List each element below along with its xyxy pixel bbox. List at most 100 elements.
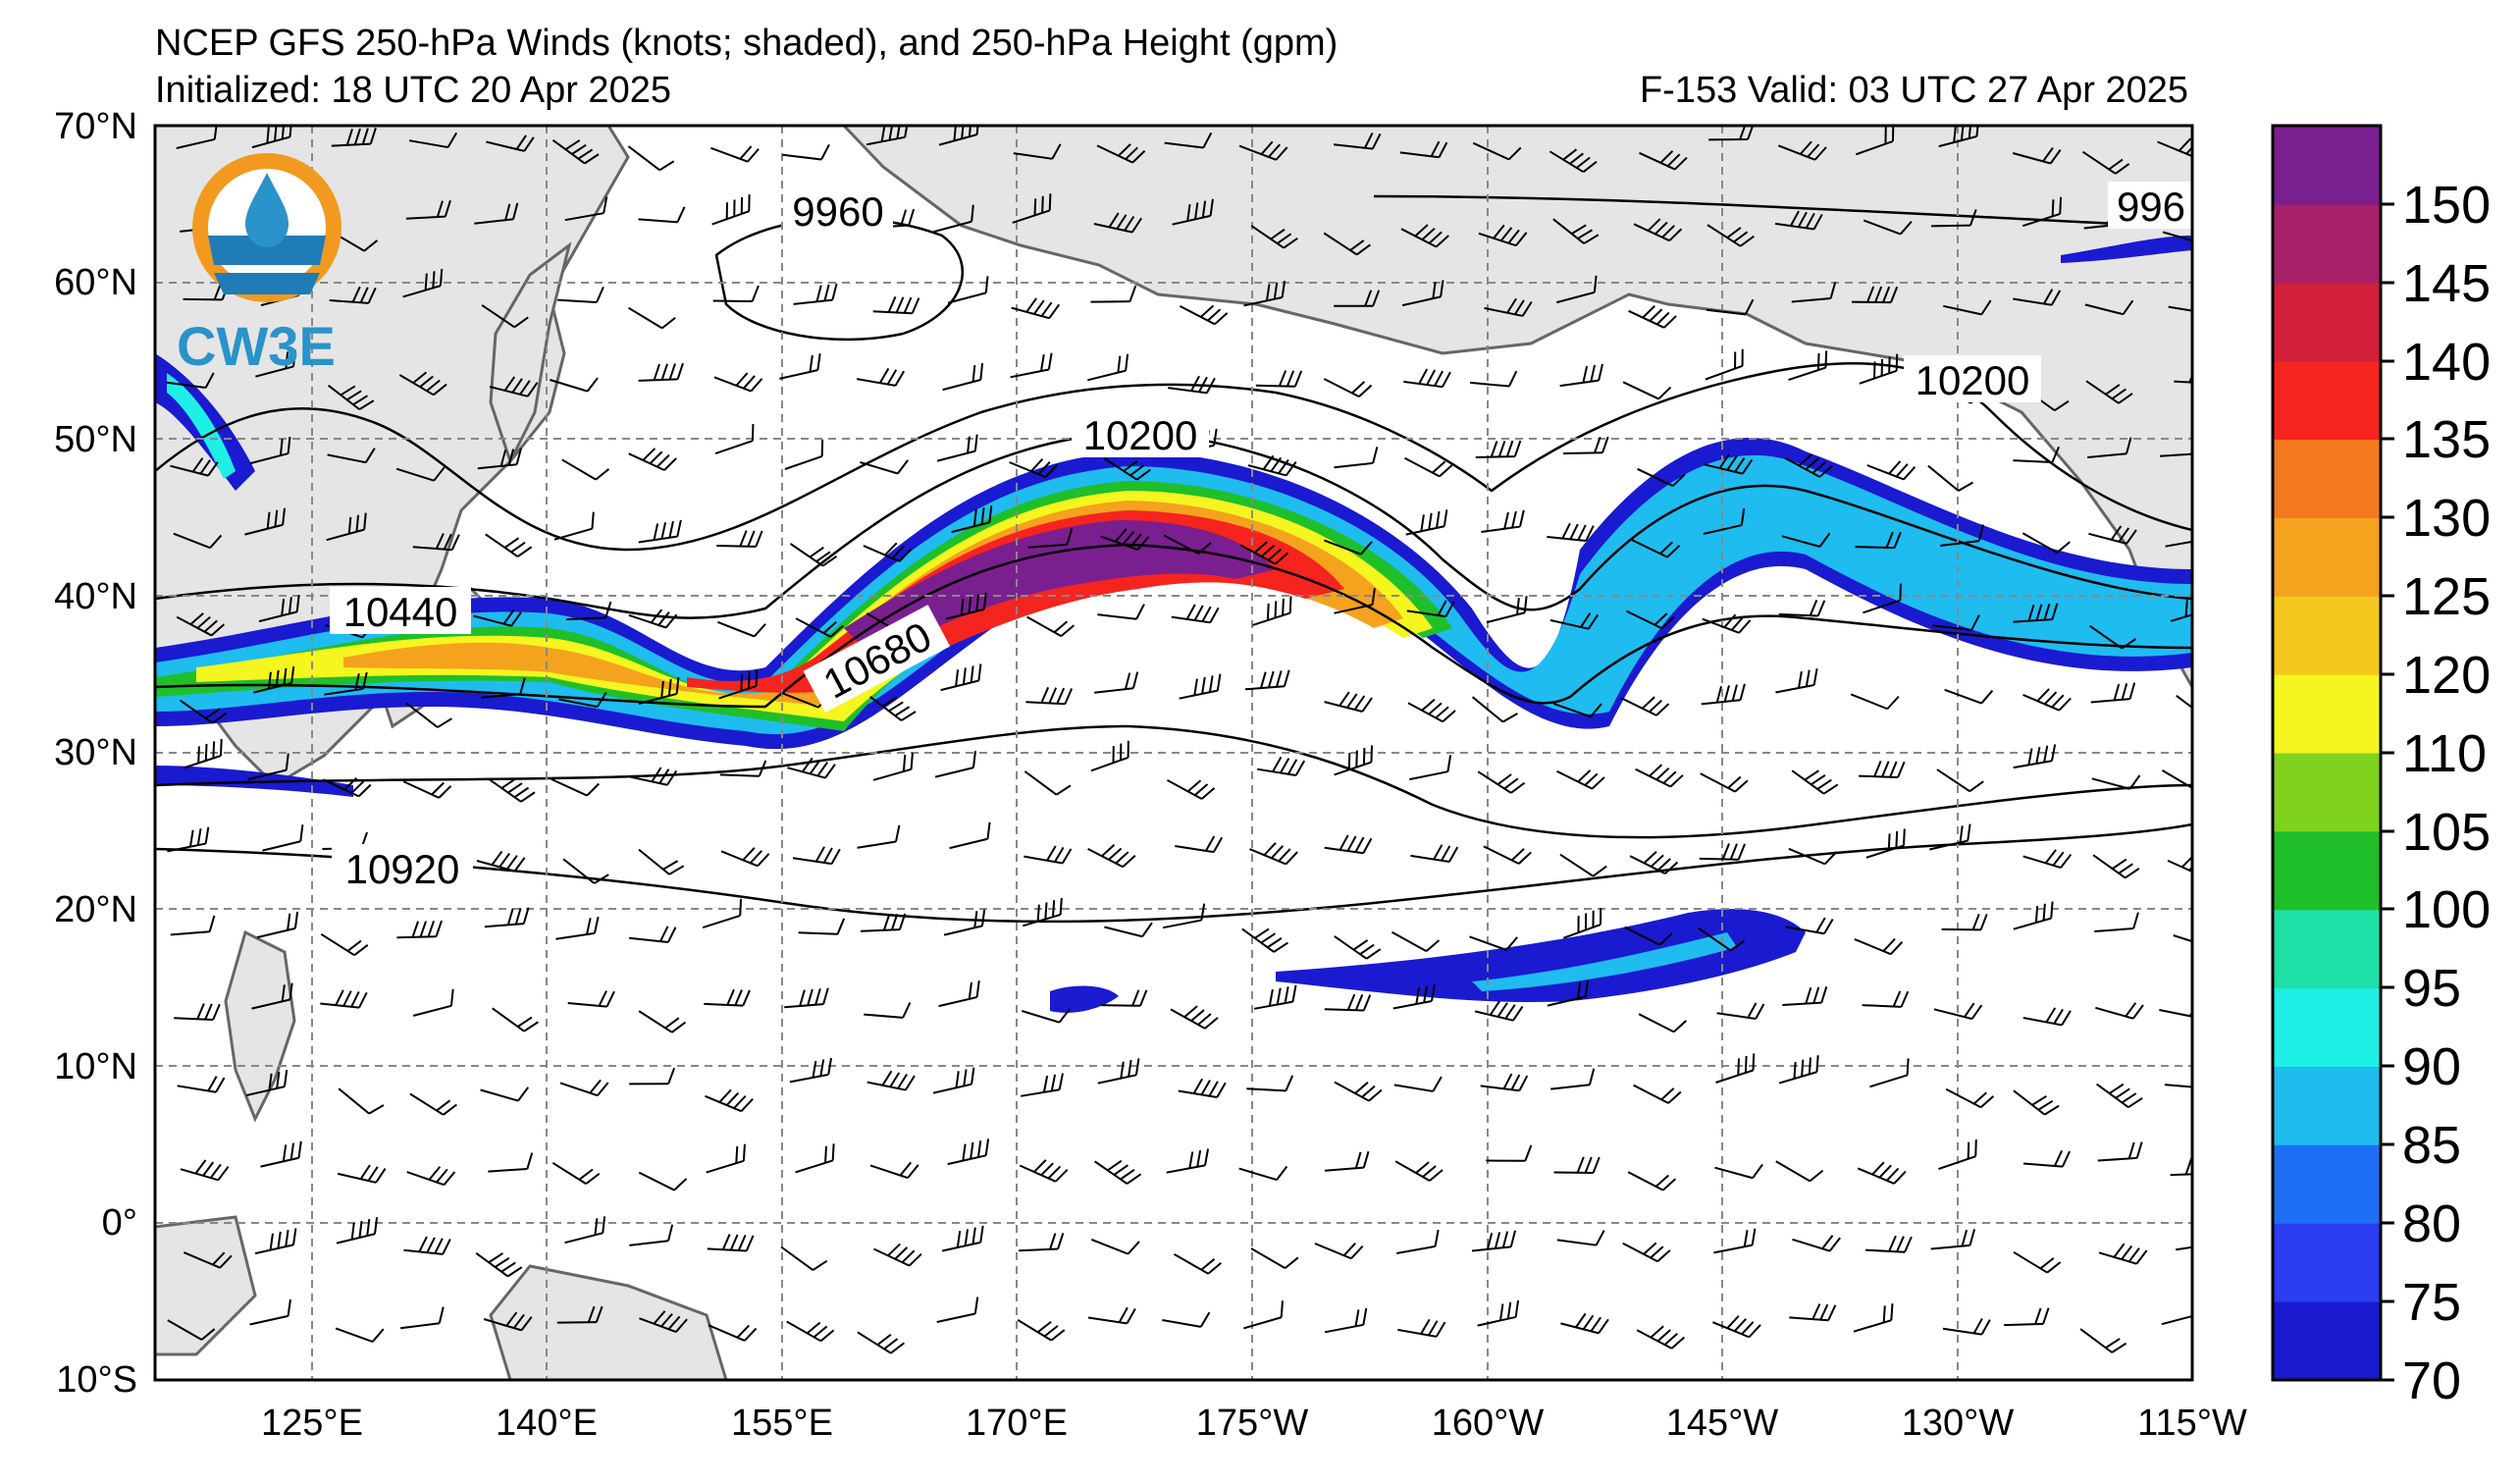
wind-barb: [1100, 528, 1150, 551]
wind-barb: [1855, 126, 1895, 156]
wind-barb: [1781, 532, 1831, 548]
colorbar-swatch: [2273, 909, 2381, 989]
wind-barb: [1175, 835, 1224, 854]
wind-barb: [398, 371, 447, 397]
wind-barb: [2013, 901, 2054, 930]
wind-barb: [1703, 508, 1746, 535]
wind-barb: [795, 617, 844, 638]
wind-barb: [857, 824, 901, 849]
jet-subtropical-inner: [1472, 932, 1737, 991]
wind-barb: [2021, 196, 2063, 228]
colorbar-ticks: [2381, 202, 2394, 1382]
wind-barb: [1178, 1078, 1227, 1099]
wind-barb: [1638, 1013, 1688, 1033]
wind-barb: [406, 1166, 456, 1187]
contour-label: 996: [2117, 184, 2185, 230]
wind-barb: [1324, 1150, 1370, 1172]
wind-barb: [322, 776, 372, 798]
wind-barb: [473, 609, 522, 627]
wind-barb: [2097, 1141, 2143, 1162]
wind-barb: [1865, 828, 1906, 859]
jet-subtropical: [1276, 909, 1806, 1002]
wind-barb: [1334, 1081, 1383, 1102]
wind-barb: [1239, 541, 1289, 565]
wind-barb: [1238, 1165, 1288, 1182]
wind-barb: [638, 1171, 688, 1192]
wind-barb: [1090, 1238, 1140, 1255]
wind-barb: [792, 846, 841, 866]
wind-barb: [789, 1057, 833, 1084]
wind-barb: [166, 372, 215, 390]
wind-barb: [1851, 286, 1899, 304]
wind-barb: [2168, 305, 2192, 315]
wind-barb: [173, 532, 223, 550]
water-drop-icon: [245, 173, 289, 247]
wind-barb: [1324, 539, 1373, 556]
colorbar-swatch: [2273, 203, 2381, 284]
wind-barb: [337, 1164, 387, 1184]
wind-barb: [1010, 352, 1053, 379]
wind-barb: [1562, 436, 1609, 454]
wind-barb: [2094, 912, 2139, 932]
wind-barb: [627, 306, 676, 330]
wind-barb: [326, 512, 367, 542]
wind-barb: [2170, 600, 2192, 622]
wind-barb: [2081, 150, 2130, 175]
wind-barb: [1863, 583, 1902, 614]
wind-barb: [1698, 927, 1746, 952]
wind-barb: [1637, 467, 1686, 487]
wind-barb: [1334, 588, 1376, 614]
wind-barb: [941, 1225, 984, 1252]
wind-barb: [1483, 845, 1532, 865]
wind-barb: [244, 507, 287, 536]
wind-barb: [1775, 1160, 1824, 1183]
wind-barb: [253, 665, 295, 694]
wind-barb: [564, 1216, 606, 1245]
wind-barbs: [166, 126, 2192, 1354]
wind-barb: [940, 663, 982, 692]
wind-barb: [1791, 282, 1837, 303]
wind-barb: [716, 530, 763, 548]
wind-barb: [2012, 146, 2062, 165]
wind-barb: [1712, 1315, 1761, 1339]
wind-barb: [712, 285, 760, 302]
wind-barb: [1477, 1299, 1520, 1327]
colorbar-swatch: [2273, 282, 2381, 362]
wind-barb: [1777, 140, 1827, 161]
wind-barb: [1788, 847, 1838, 866]
wind-barb: [399, 1306, 445, 1330]
wind-barb: [1407, 698, 1456, 723]
wind-barb: [1863, 219, 1913, 236]
colorbar-label: 75: [2402, 1273, 2461, 1332]
wind-barb: [1850, 693, 1900, 711]
wind-barb: [1556, 1230, 1605, 1246]
wind-barb: [481, 677, 526, 699]
wind-barb: [936, 434, 978, 462]
wind-barb: [331, 127, 377, 147]
wind-barb: [336, 1217, 379, 1245]
wind-barb: [550, 377, 599, 393]
wind-barb: [1555, 275, 1598, 304]
wind-barb: [1093, 212, 1143, 234]
wind-barb: [2165, 538, 2192, 548]
wind-barb: [1406, 600, 1455, 618]
wind-barb: [2164, 1084, 2192, 1089]
lat-label: 30°N: [54, 732, 137, 773]
lat-label: 0°: [102, 1202, 137, 1244]
colorbar-label: 135: [2402, 410, 2491, 469]
wind-barb: [1866, 460, 1916, 481]
wind-barb: [1179, 304, 1229, 326]
wind-barb: [1023, 897, 1063, 927]
lat-label: 40°N: [54, 576, 137, 617]
wind-barb: [1785, 917, 1834, 935]
colorbar-label: 120: [2402, 646, 2491, 705]
wind-barb: [1324, 691, 1373, 713]
wind-barb: [1469, 935, 1518, 951]
wind-barb: [1865, 1235, 1913, 1253]
wind-barb: [869, 1161, 919, 1180]
wind-barb: [860, 913, 907, 932]
wind-barb: [559, 1079, 609, 1097]
wind-barb: [1942, 1317, 1991, 1336]
wind-barb: [1087, 1306, 1136, 1325]
wind-barb: [395, 466, 446, 482]
